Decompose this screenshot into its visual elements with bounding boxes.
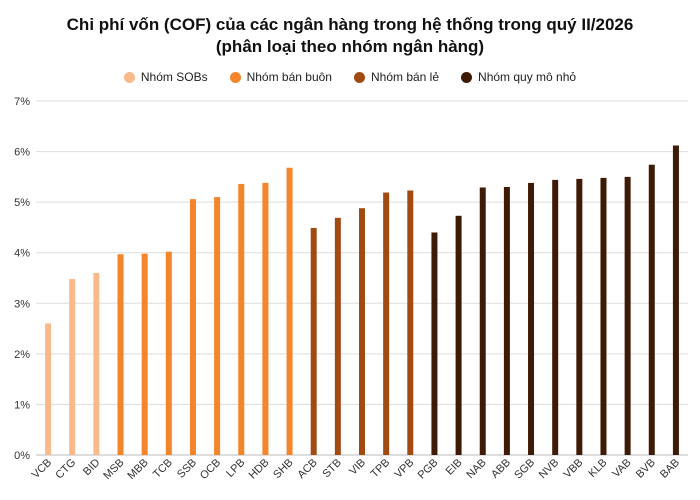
x-tick-label: VIB [347,457,368,478]
x-tick-label: NAB [464,457,488,481]
x-tick-label: KLB [586,457,609,480]
legend-label: Nhóm SOBs [140,70,208,84]
legend-item-sobs: Nhóm SOBs [123,70,208,84]
y-tick-label: 1% [14,399,30,411]
y-tick-label: 3% [14,298,30,310]
legend-dot-icon [461,71,473,83]
bar-bab [672,145,679,455]
y-tick-label: 6% [14,147,30,159]
legend-item-retail: Nhóm bán lẻ [353,70,440,84]
bar-nab [479,187,486,455]
bar-klb [600,177,607,455]
bar-bvb [648,164,655,455]
legend-label: Nhóm quy mô nhỏ [478,70,577,84]
x-tick-label: OCB [198,457,223,482]
y-tick-label: 0% [14,450,30,462]
bar-lpb [238,183,245,456]
bar-vab [624,176,631,455]
legend-label: Nhóm bán buôn [246,70,332,84]
legend-dot-icon [353,71,365,83]
bar-shb [286,167,293,456]
legend-item-small: Nhóm quy mô nhỏ [461,70,576,84]
bar-bid [93,272,100,455]
legend-label: Nhóm bán lẻ [370,70,440,84]
bar-mbb [141,253,148,455]
chart-title: Chi phí vốn (COF) của các ngân hàng tron… [0,14,700,58]
x-tick-label: BVB [634,457,658,481]
x-tick-label: SSB [175,457,199,481]
legend-item-wholesale: Nhóm bán buôn [229,70,332,84]
x-tick-label: VCB [30,457,54,481]
bar-ctg [69,279,76,455]
y-tick-label: 4% [14,248,30,260]
legend-dot-icon [229,71,241,83]
bar-ocb [214,197,221,456]
bar-eib [455,215,462,455]
x-tick-label: ABB [489,457,513,481]
y-tick-label: 5% [14,197,30,209]
bar-abb [503,186,510,455]
x-tick-label: MBB [125,457,150,482]
bar-hdb [262,182,269,455]
x-tick-label: PGB [416,457,441,482]
x-tick-label: BAB [658,457,682,481]
bar-pgb [431,232,438,455]
y-tick-label: 2% [14,349,30,361]
bar-vpb [407,190,414,456]
legend-dot-icon [123,71,135,83]
bar-ssb [189,199,196,455]
x-tick-label: VPB [392,457,416,481]
x-tick-label: MSB [101,457,126,482]
x-tick-label: TPB [369,457,393,481]
bar-vbb [576,178,583,455]
bar-msb [117,254,124,455]
x-tick-label: TCB [151,457,175,481]
bar-tpb [383,192,390,455]
x-tick-label: VAB [610,457,633,480]
x-tick-label: ACB [295,457,319,481]
bar-vib [359,208,365,455]
x-tick-label: VBB [561,457,585,481]
y-tick-label: 7% [14,96,30,108]
x-tick-label: STB [320,457,344,481]
bar-acb [310,227,317,455]
bar-sgb [528,182,535,455]
x-tick-label: SHB [271,457,295,481]
chart-legend: Nhóm SOBs Nhóm bán buôn Nhóm bán lẻ Nhóm… [0,70,700,84]
x-tick-label: NVB [537,457,561,481]
x-tick-label: BID [81,457,102,478]
chart-title-line1: Chi phí vốn (COF) của các ngân hàng tron… [66,15,634,34]
bar-stb [334,217,341,455]
x-tick-label: EIB [444,457,465,478]
bar-vcb [45,323,52,455]
bar-tcb [165,251,172,455]
x-tick-label: LPB [224,457,247,480]
x-tick-label: HDB [247,457,272,482]
x-tick-label: SGB [512,457,537,482]
bar-nvb [552,179,559,456]
chart-title-line2: (phân loại theo nhóm ngân hàng) [215,37,485,56]
x-tick-label: CTG [53,457,78,482]
